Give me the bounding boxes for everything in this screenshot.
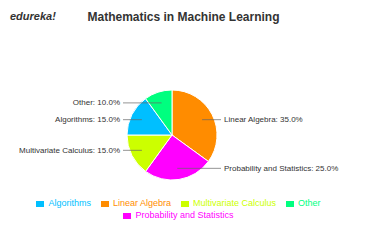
- html-text:Linear Algebra: Linear Algebra: [113, 198, 171, 208]
- svg-text:Other: 10.0%: Other: 10.0%: [73, 98, 120, 107]
- html-text:edureka!: edureka!: [10, 10, 56, 22]
- html-text:Mathematics in Machine Learnin: Mathematics in Machine Learning: [87, 10, 280, 24]
- svg-text:Multivariate Calculus: 15.0%: Multivariate Calculus: 15.0%: [19, 146, 120, 155]
- svg-text:Probability and Statistics: 25: Probability and Statistics: 25.0%: [224, 164, 338, 173]
- html-text:Other: Other: [298, 198, 321, 208]
- html-text:Multivariate Calculus: Multivariate Calculus: [193, 198, 276, 208]
- svg-text:Linear Algebra: 35.0%: Linear Algebra: 35.0%: [224, 115, 303, 124]
- svg-text:Algorithms: 15.0%: Algorithms: 15.0%: [55, 115, 120, 124]
- html-text:Algorithms: Algorithms: [48, 198, 91, 208]
- html-text:Probability and Statistics: Probability and Statistics: [135, 210, 234, 220]
